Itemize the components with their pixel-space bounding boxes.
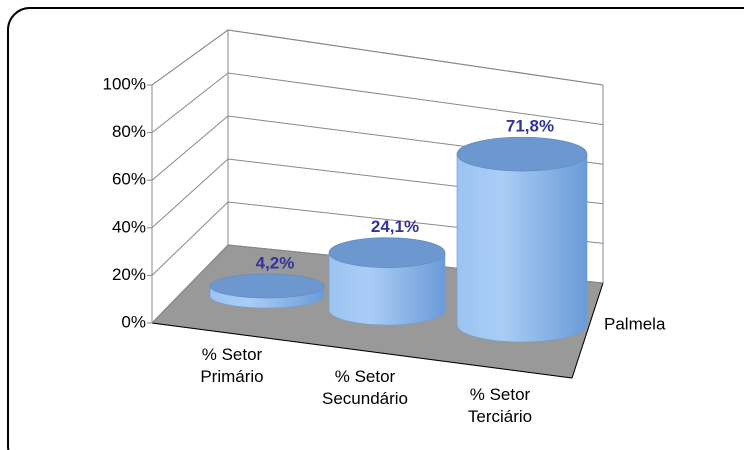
cylinder: [328, 252, 446, 326]
grid-line: [151, 72, 604, 133]
x-tick-label: % Setor Primário: [200, 345, 264, 386]
cylinder-top: [456, 136, 588, 172]
series-label: Palmela: [604, 314, 666, 333]
y-tick-label: 20%: [112, 265, 146, 284]
x-axis: [151, 322, 573, 379]
x-tick-label: % Setor Terciário: [467, 385, 533, 426]
y-tick-label: 80%: [112, 122, 146, 141]
cylinder-top: [328, 237, 446, 268]
cylinder: [456, 153, 588, 343]
y-tick-label: 40%: [112, 217, 146, 236]
cylinder-top: [209, 273, 325, 299]
depth-axis: [571, 282, 604, 379]
value-label: 4,2%: [256, 253, 295, 272]
y-tick-label: 0%: [121, 312, 146, 331]
y-tick-label: 60%: [112, 170, 146, 189]
x-tick-label: % Setor Secundário: [322, 367, 409, 408]
value-label: 24,1%: [371, 217, 419, 236]
y-tick-label: 100%: [103, 74, 146, 93]
value-label: 71,8%: [506, 117, 554, 136]
grid-line: [151, 29, 604, 86]
